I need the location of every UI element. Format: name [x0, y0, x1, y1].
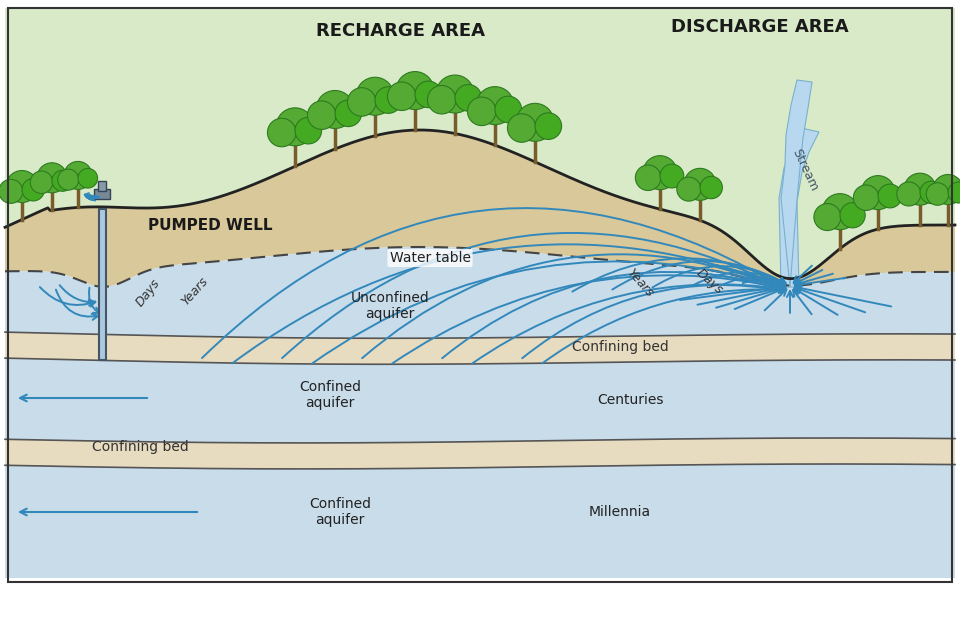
Text: Centuries: Centuries	[597, 393, 663, 407]
Circle shape	[52, 171, 73, 192]
Circle shape	[0, 179, 23, 203]
Circle shape	[476, 87, 514, 125]
Circle shape	[415, 81, 442, 108]
Circle shape	[455, 85, 482, 111]
Polygon shape	[781, 80, 812, 287]
Circle shape	[348, 88, 376, 116]
Circle shape	[535, 113, 562, 140]
Text: PUMPED WELL: PUMPED WELL	[148, 218, 273, 233]
Circle shape	[268, 118, 296, 147]
Circle shape	[636, 165, 660, 190]
Circle shape	[388, 82, 416, 111]
Polygon shape	[5, 332, 955, 364]
Circle shape	[356, 77, 394, 115]
Text: RECHARGE AREA: RECHARGE AREA	[316, 22, 485, 40]
Circle shape	[468, 97, 496, 125]
Bar	[98, 181, 106, 191]
Circle shape	[516, 103, 554, 142]
Circle shape	[933, 174, 960, 205]
Circle shape	[920, 181, 943, 203]
Text: Years: Years	[624, 266, 656, 300]
Polygon shape	[5, 130, 955, 287]
Circle shape	[948, 182, 960, 203]
Polygon shape	[779, 128, 819, 287]
Circle shape	[660, 164, 684, 188]
Text: Unconfined
aquifer: Unconfined aquifer	[350, 291, 429, 321]
Circle shape	[700, 176, 723, 199]
Text: DISCHARGE AREA: DISCHARGE AREA	[671, 18, 849, 36]
Polygon shape	[5, 247, 955, 338]
Circle shape	[495, 96, 521, 123]
Circle shape	[58, 169, 79, 190]
Circle shape	[897, 182, 921, 206]
Circle shape	[375, 87, 401, 113]
Circle shape	[335, 100, 362, 127]
Circle shape	[822, 193, 858, 230]
Text: Days: Days	[133, 277, 162, 309]
Circle shape	[64, 161, 92, 190]
Bar	[94, 189, 110, 199]
Polygon shape	[5, 358, 955, 443]
Circle shape	[643, 156, 677, 190]
Text: Water table: Water table	[390, 251, 470, 265]
Circle shape	[427, 85, 456, 114]
Circle shape	[814, 203, 841, 231]
Bar	[99, 209, 106, 360]
Circle shape	[684, 168, 716, 200]
Circle shape	[37, 163, 67, 193]
Text: Stream: Stream	[789, 146, 821, 193]
Circle shape	[904, 173, 936, 205]
Circle shape	[22, 179, 44, 201]
Text: Confining bed: Confining bed	[571, 340, 668, 354]
Circle shape	[307, 101, 336, 129]
Circle shape	[677, 177, 701, 201]
Polygon shape	[5, 8, 955, 279]
Circle shape	[276, 108, 314, 146]
Circle shape	[926, 183, 948, 205]
Text: Confined
aquifer: Confined aquifer	[309, 497, 371, 527]
Polygon shape	[5, 438, 955, 469]
Circle shape	[840, 203, 865, 228]
Circle shape	[853, 185, 878, 211]
Circle shape	[861, 176, 895, 210]
Text: Millennia: Millennia	[588, 505, 651, 519]
Circle shape	[436, 75, 474, 113]
Circle shape	[508, 114, 536, 142]
Circle shape	[6, 171, 38, 203]
Circle shape	[316, 90, 354, 129]
Circle shape	[31, 171, 53, 193]
Circle shape	[396, 72, 434, 109]
Circle shape	[78, 169, 98, 188]
Text: Years: Years	[180, 274, 211, 308]
Text: Confined
aquifer: Confined aquifer	[299, 380, 361, 410]
Text: Confining bed: Confining bed	[91, 440, 188, 454]
Circle shape	[878, 184, 901, 208]
Text: Days: Days	[694, 267, 726, 297]
Circle shape	[295, 117, 322, 144]
Polygon shape	[5, 464, 955, 578]
